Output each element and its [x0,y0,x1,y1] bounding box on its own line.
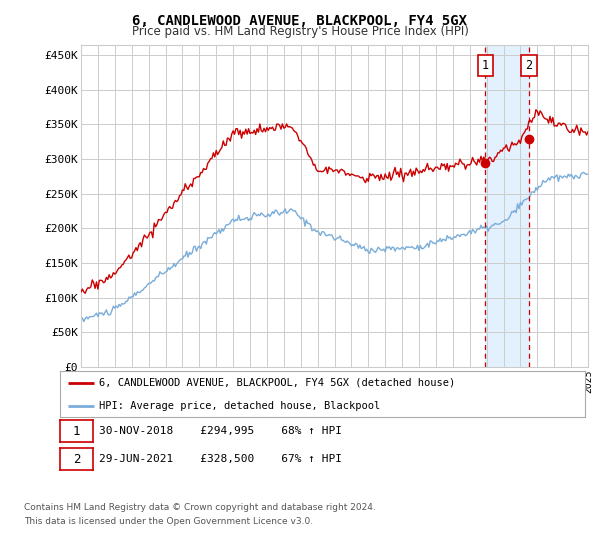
Text: 6, CANDLEWOOD AVENUE, BLACKPOOL, FY4 5GX: 6, CANDLEWOOD AVENUE, BLACKPOOL, FY4 5GX [133,14,467,28]
Text: 2: 2 [525,59,532,72]
Text: 1: 1 [73,424,80,438]
Bar [485,45,529,367]
Text: Price paid vs. HM Land Registry's House Price Index (HPI): Price paid vs. HM Land Registry's House … [131,25,469,38]
Text: Contains HM Land Registry data © Crown copyright and database right 2024.: Contains HM Land Registry data © Crown c… [24,503,376,512]
Text: HPI: Average price, detached house, Blackpool: HPI: Average price, detached house, Blac… [100,401,380,410]
Text: 6, CANDLEWOOD AVENUE, BLACKPOOL, FY4 5GX (detached house): 6, CANDLEWOOD AVENUE, BLACKPOOL, FY4 5GX… [100,378,455,388]
Text: 1: 1 [482,59,489,72]
Text: 2: 2 [73,452,80,466]
Text: 30-NOV-2018    £294,995    68% ↑ HPI: 30-NOV-2018 £294,995 68% ↑ HPI [99,426,342,436]
Text: This data is licensed under the Open Government Licence v3.0.: This data is licensed under the Open Gov… [24,517,313,526]
Text: 29-JUN-2021    £328,500    67% ↑ HPI: 29-JUN-2021 £328,500 67% ↑ HPI [99,454,342,464]
